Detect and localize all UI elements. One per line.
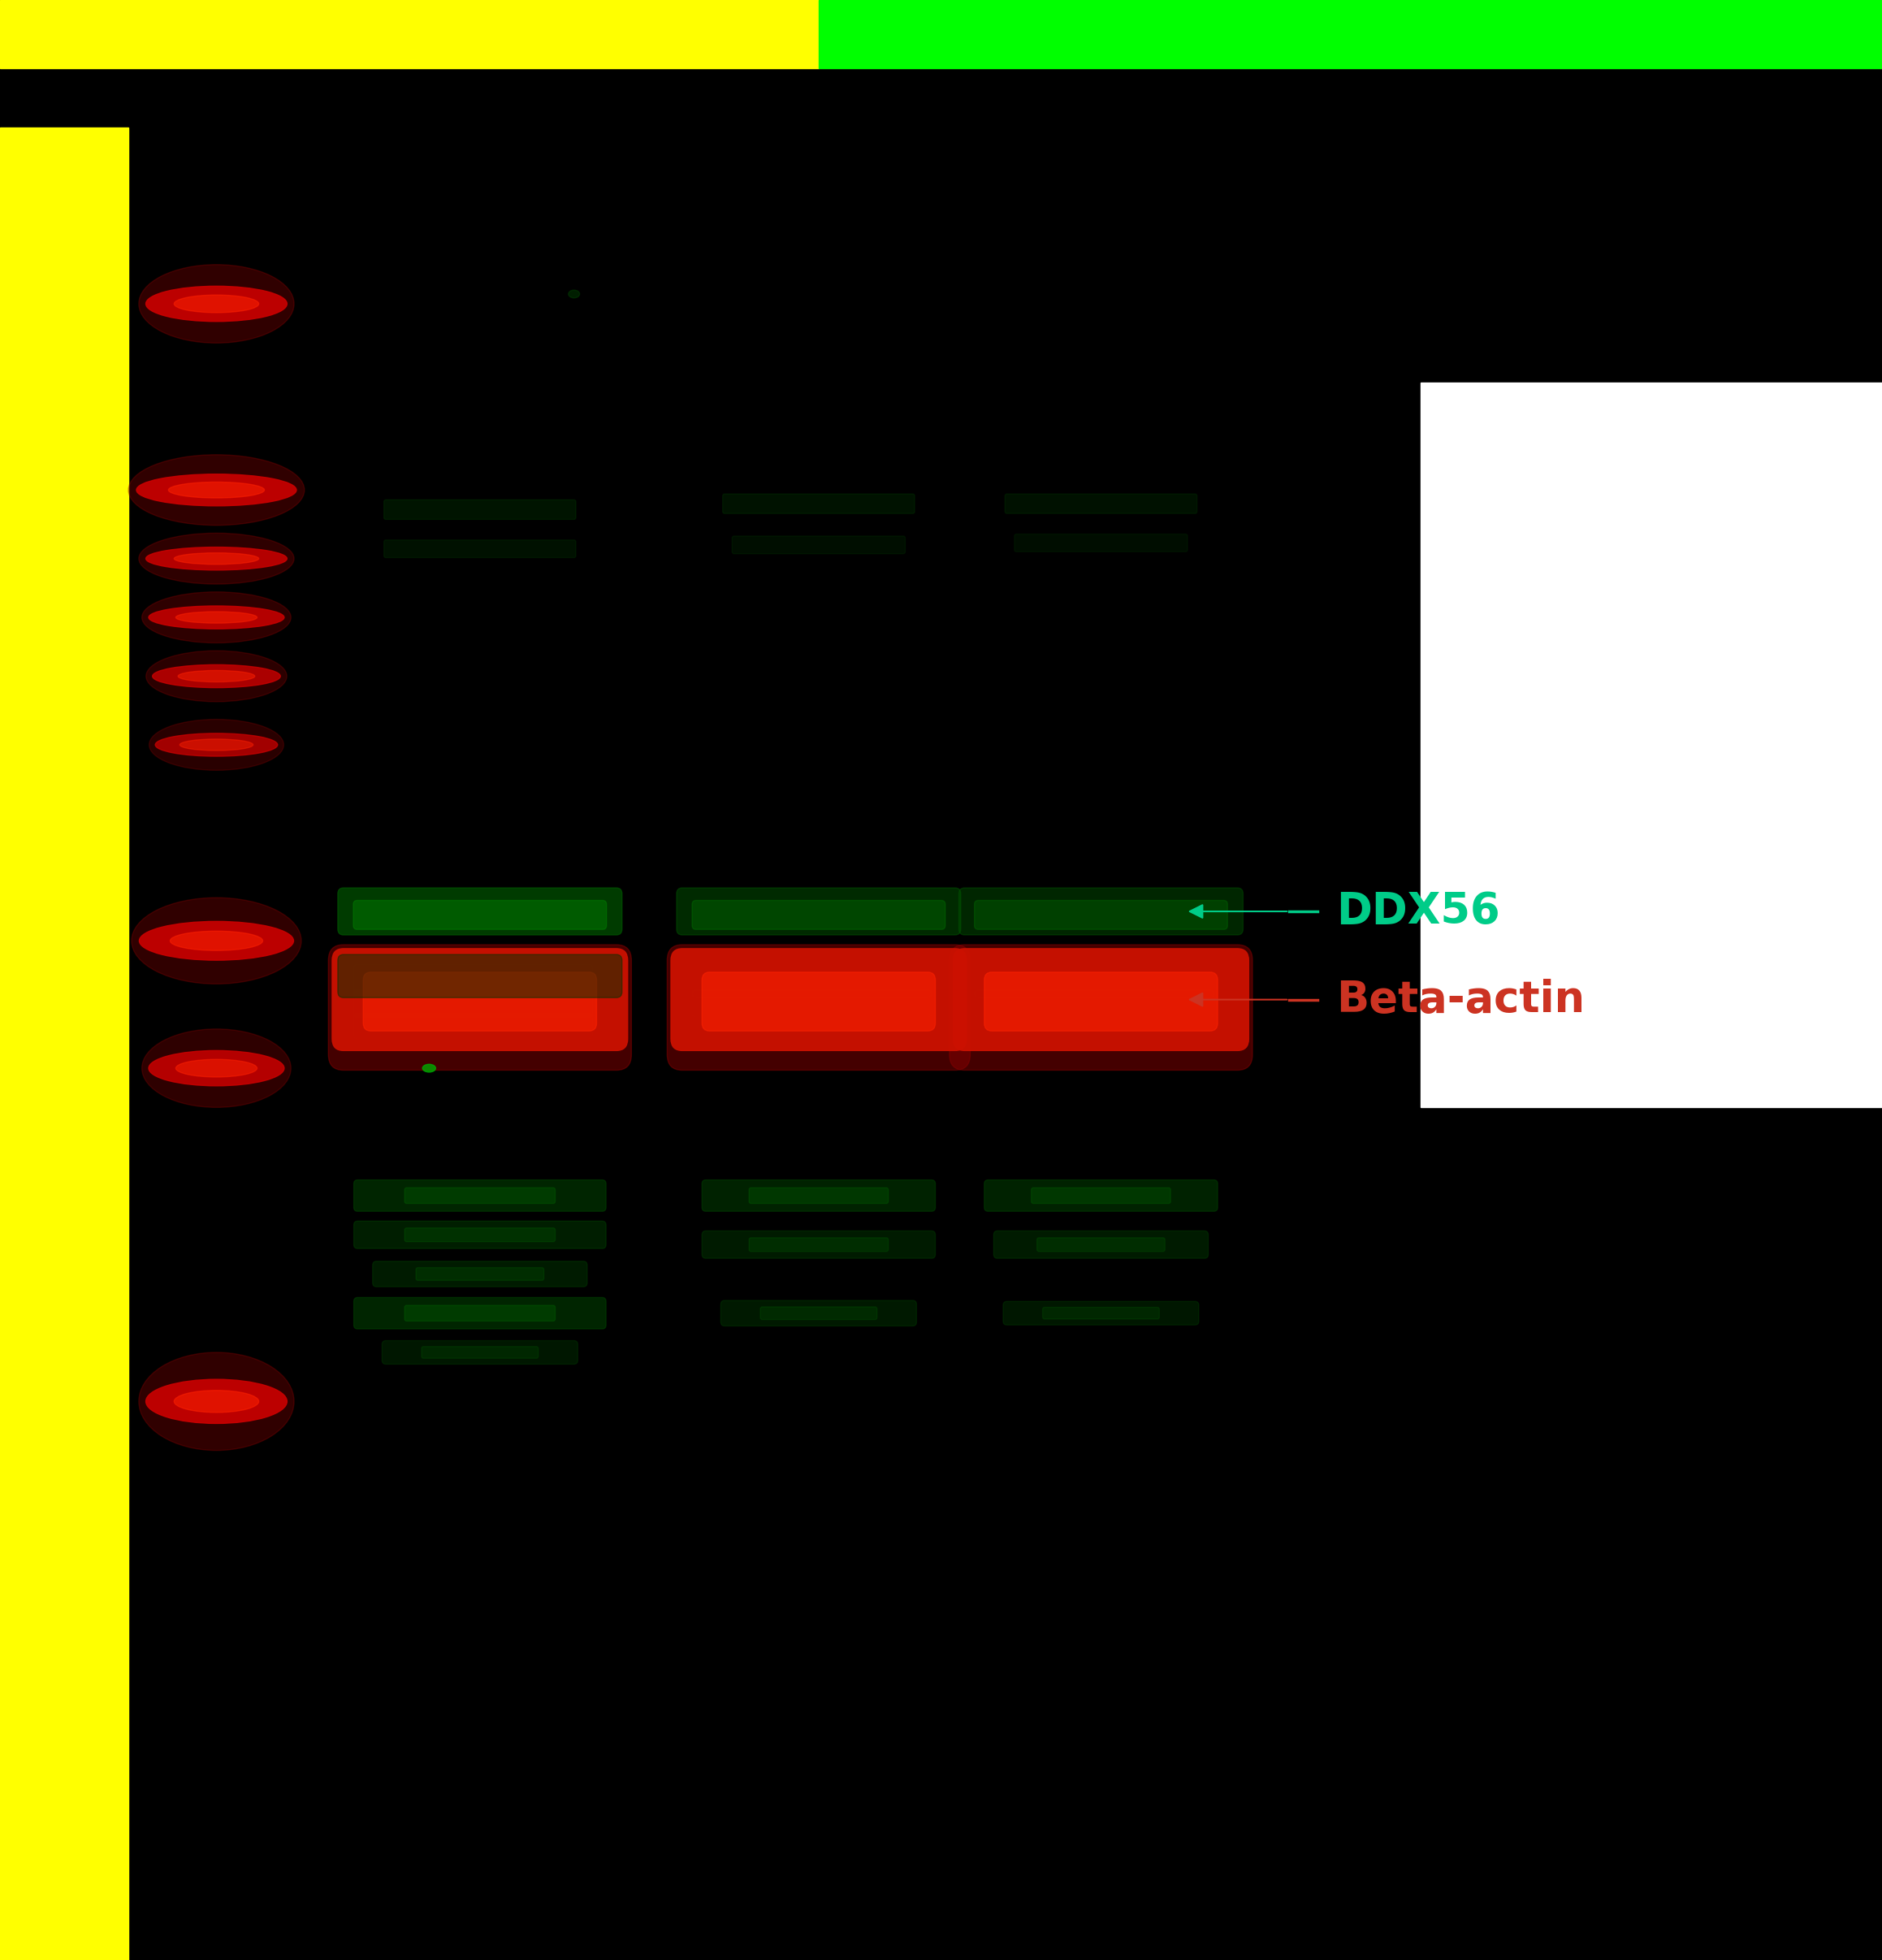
Ellipse shape [139, 1352, 294, 1450]
Bar [0, 0, 819, 69]
FancyBboxPatch shape [1031, 1188, 1171, 1203]
FancyBboxPatch shape [975, 964, 1214, 998]
Ellipse shape [147, 651, 286, 702]
FancyBboxPatch shape [337, 955, 621, 998]
Ellipse shape [139, 533, 294, 584]
FancyBboxPatch shape [984, 972, 1218, 1031]
Ellipse shape [147, 286, 286, 321]
FancyBboxPatch shape [693, 990, 932, 1017]
Ellipse shape [169, 931, 263, 951]
FancyBboxPatch shape [1003, 1301, 1199, 1325]
FancyBboxPatch shape [354, 1180, 606, 1211]
FancyBboxPatch shape [354, 1221, 606, 1249]
FancyBboxPatch shape [416, 1268, 544, 1280]
Ellipse shape [139, 921, 294, 960]
Ellipse shape [139, 265, 294, 343]
Ellipse shape [137, 474, 297, 506]
FancyBboxPatch shape [1043, 1307, 1159, 1319]
FancyBboxPatch shape [422, 1347, 538, 1358]
FancyBboxPatch shape [732, 537, 905, 553]
Text: DDX56: DDX56 [1336, 890, 1500, 933]
FancyBboxPatch shape [975, 900, 1227, 929]
FancyBboxPatch shape [994, 1231, 1208, 1258]
Bar [1421, 382, 1882, 1107]
FancyBboxPatch shape [354, 1298, 606, 1329]
Ellipse shape [152, 664, 280, 688]
Ellipse shape [173, 1390, 258, 1413]
FancyBboxPatch shape [760, 1307, 877, 1319]
FancyBboxPatch shape [693, 964, 932, 998]
FancyBboxPatch shape [337, 888, 621, 935]
FancyBboxPatch shape [405, 1188, 555, 1203]
FancyBboxPatch shape [702, 1180, 935, 1211]
FancyBboxPatch shape [666, 945, 969, 1070]
Text: Beta-actin: Beta-actin [1336, 978, 1585, 1021]
FancyBboxPatch shape [354, 990, 593, 1017]
Ellipse shape [175, 612, 258, 623]
FancyBboxPatch shape [670, 949, 965, 1051]
FancyBboxPatch shape [975, 1013, 1214, 1039]
FancyBboxPatch shape [693, 1013, 932, 1039]
Ellipse shape [141, 592, 292, 643]
Ellipse shape [149, 606, 284, 629]
Ellipse shape [149, 719, 284, 770]
FancyBboxPatch shape [384, 500, 576, 519]
FancyBboxPatch shape [1037, 1239, 1165, 1252]
FancyBboxPatch shape [949, 945, 1252, 1070]
Ellipse shape [179, 670, 254, 682]
FancyBboxPatch shape [984, 1180, 1218, 1211]
Ellipse shape [422, 1064, 435, 1072]
FancyBboxPatch shape [405, 1227, 555, 1243]
FancyBboxPatch shape [958, 888, 1242, 935]
FancyBboxPatch shape [354, 1013, 593, 1039]
FancyBboxPatch shape [405, 1305, 555, 1321]
FancyBboxPatch shape [749, 1239, 888, 1252]
Ellipse shape [169, 482, 263, 498]
Ellipse shape [175, 1058, 258, 1078]
FancyBboxPatch shape [327, 945, 630, 1070]
FancyBboxPatch shape [354, 900, 606, 929]
FancyBboxPatch shape [721, 1301, 917, 1325]
FancyBboxPatch shape [702, 1231, 935, 1258]
FancyBboxPatch shape [702, 972, 935, 1031]
FancyBboxPatch shape [1005, 494, 1197, 514]
FancyBboxPatch shape [693, 900, 945, 929]
Ellipse shape [179, 739, 252, 751]
FancyBboxPatch shape [373, 1262, 587, 1288]
Ellipse shape [141, 1029, 292, 1107]
FancyBboxPatch shape [363, 972, 597, 1031]
Ellipse shape [173, 553, 258, 564]
FancyBboxPatch shape [723, 494, 915, 514]
FancyBboxPatch shape [749, 1188, 888, 1203]
FancyBboxPatch shape [676, 888, 960, 935]
FancyBboxPatch shape [354, 964, 593, 998]
Ellipse shape [154, 733, 279, 757]
Ellipse shape [147, 1380, 286, 1423]
FancyBboxPatch shape [975, 990, 1214, 1017]
Bar [819, 0, 1882, 69]
Ellipse shape [568, 290, 580, 298]
Ellipse shape [128, 455, 305, 525]
Ellipse shape [132, 898, 301, 984]
FancyBboxPatch shape [384, 539, 576, 557]
Ellipse shape [147, 547, 286, 570]
Ellipse shape [149, 1051, 284, 1086]
FancyBboxPatch shape [331, 949, 627, 1051]
FancyBboxPatch shape [952, 949, 1248, 1051]
Bar [0, 127, 128, 1960]
FancyBboxPatch shape [382, 1341, 578, 1364]
FancyBboxPatch shape [1014, 535, 1188, 553]
Ellipse shape [173, 296, 258, 314]
